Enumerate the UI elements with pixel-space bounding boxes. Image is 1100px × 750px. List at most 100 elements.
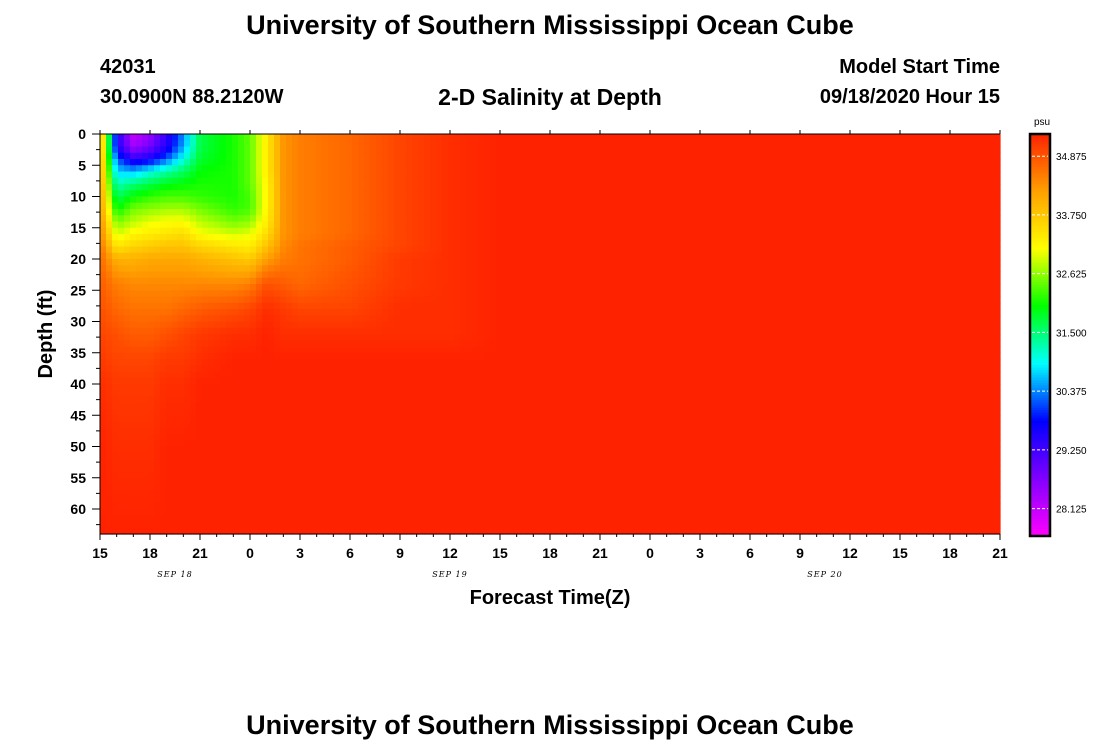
heatmap-cell [274, 340, 281, 348]
heatmap-cell [334, 159, 341, 166]
heatmap-cell [646, 315, 653, 323]
heatmap-cell [886, 246, 893, 254]
heatmap-cell [592, 334, 599, 341]
heatmap-cell [586, 290, 593, 298]
heatmap-cell [766, 290, 773, 298]
heatmap-cell [778, 171, 785, 179]
heatmap-cell [124, 296, 131, 304]
heatmap-cell [556, 152, 563, 160]
heatmap-cell [436, 327, 443, 335]
heatmap-cell [244, 240, 251, 248]
heatmap-cell [490, 177, 497, 185]
heatmap-cell [418, 277, 425, 285]
heatmap-cell [916, 227, 923, 235]
heatmap-cell [682, 177, 689, 185]
heatmap-cell [406, 309, 413, 316]
heatmap-cell [442, 290, 449, 298]
heatmap-cell [424, 190, 431, 198]
heatmap-cell [922, 321, 929, 329]
heatmap-cell [586, 259, 593, 266]
heatmap-cell [364, 277, 371, 285]
heatmap-cell [250, 146, 257, 154]
heatmap-cell [766, 196, 773, 204]
heatmap-cell [178, 227, 185, 235]
heatmap-cell [856, 184, 863, 191]
heatmap-cell [376, 271, 383, 279]
heatmap-cell [664, 152, 671, 160]
heatmap-cell [532, 177, 539, 185]
heatmap-cell [394, 171, 401, 179]
heatmap-cell [190, 265, 197, 273]
heatmap-cell [232, 315, 239, 323]
heatmap-cell [298, 234, 305, 241]
heatmap-cell [352, 177, 359, 185]
heatmap-cell [496, 246, 503, 254]
heatmap-cell [328, 340, 335, 348]
heatmap-cell [232, 290, 239, 298]
heatmap-cell [292, 321, 299, 329]
heatmap-cell [160, 240, 167, 248]
heatmap-cell [418, 284, 425, 291]
heatmap-cell [856, 252, 863, 260]
heatmap-cell [466, 290, 473, 298]
heatmap-cell [928, 327, 935, 335]
heatmap-cell [106, 252, 113, 260]
heatmap-cell [532, 334, 539, 341]
heatmap-cell [682, 277, 689, 285]
heatmap-cell [688, 140, 695, 148]
heatmap-cell [940, 321, 947, 329]
heatmap-cell [628, 152, 635, 160]
heatmap-cell [910, 234, 917, 241]
heatmap-cell [706, 134, 713, 141]
heatmap-cell [268, 134, 275, 141]
heatmap-cell [316, 284, 323, 291]
heatmap-cell [256, 259, 263, 266]
heatmap-cell [280, 284, 287, 291]
heatmap-cell [370, 246, 377, 254]
heatmap-cell [952, 321, 959, 329]
heatmap-cell [514, 171, 521, 179]
heatmap-cell [658, 134, 665, 141]
heatmap-cell [352, 302, 359, 310]
heatmap-cell [970, 134, 977, 141]
heatmap-cell [304, 159, 311, 166]
heatmap-cell [628, 202, 635, 210]
heatmap-cell [376, 202, 383, 210]
heatmap-cell [298, 315, 305, 323]
heatmap-cell [760, 271, 767, 279]
heatmap-cell [940, 315, 947, 323]
heatmap-cell [724, 334, 731, 341]
heatmap-cell [730, 184, 737, 191]
heatmap-cell [844, 196, 851, 204]
heatmap-cell [286, 296, 293, 304]
heatmap-cell [412, 227, 419, 235]
heatmap-cell [460, 290, 467, 298]
heatmap-cell [724, 265, 731, 273]
heatmap-cell [232, 277, 239, 285]
heatmap-cell [238, 234, 245, 241]
heatmap-cell [142, 221, 149, 229]
heatmap-cell [646, 184, 653, 191]
heatmap-cell [298, 202, 305, 210]
heatmap-cell [442, 159, 449, 166]
heatmap-cell [646, 202, 653, 210]
heatmap-cell [328, 196, 335, 204]
heatmap-cell [922, 315, 929, 323]
heatmap-cell [418, 177, 425, 185]
heatmap-cell [340, 134, 347, 141]
heatmap-cell [106, 196, 113, 204]
heatmap-cell [214, 146, 221, 154]
heatmap-cell [382, 296, 389, 304]
heatmap-cell [934, 165, 941, 173]
heatmap-cell [868, 334, 875, 341]
heatmap-cell [496, 134, 503, 141]
heatmap-cell [502, 146, 509, 154]
heatmap-cell [238, 196, 245, 204]
heatmap-cell [154, 215, 161, 223]
heatmap-cell [196, 159, 203, 166]
heatmap-cell [682, 259, 689, 266]
heatmap-cell [136, 315, 143, 323]
heatmap-cell [778, 159, 785, 166]
heatmap-cell [508, 246, 515, 254]
heatmap-cell [838, 265, 845, 273]
